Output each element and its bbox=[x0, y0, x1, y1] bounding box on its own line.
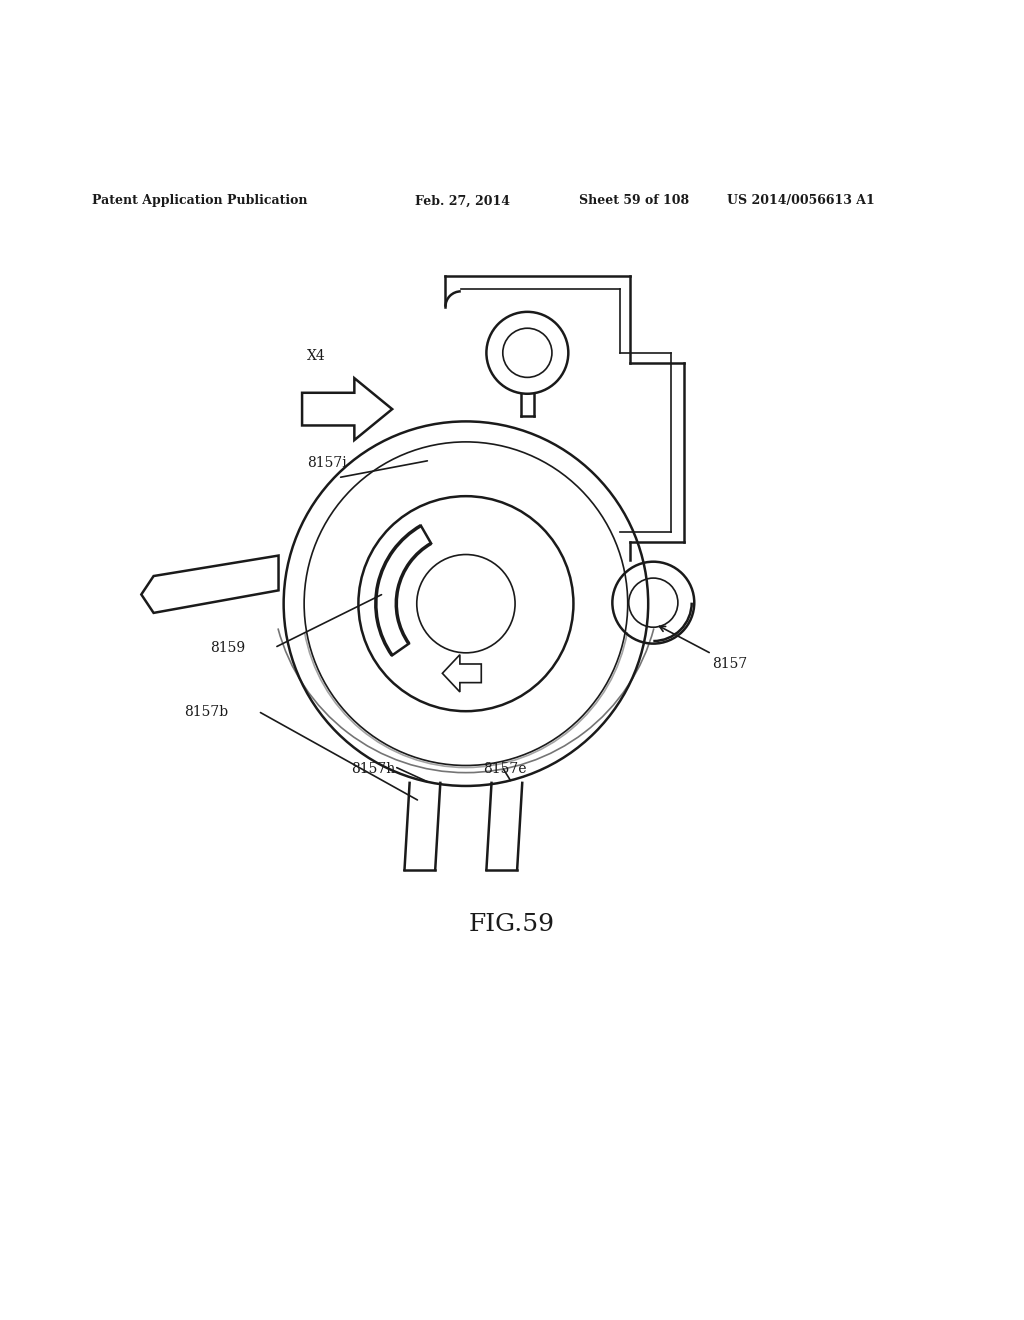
Text: Feb. 27, 2014: Feb. 27, 2014 bbox=[415, 194, 510, 207]
Text: 8157e: 8157e bbox=[483, 762, 526, 776]
Text: 8157b: 8157b bbox=[184, 705, 228, 719]
Text: 8159: 8159 bbox=[210, 640, 245, 655]
Text: X4: X4 bbox=[307, 348, 326, 363]
Text: 8157i: 8157i bbox=[307, 457, 347, 470]
Text: Sheet 59 of 108: Sheet 59 of 108 bbox=[579, 194, 689, 207]
Text: FIG.59: FIG.59 bbox=[469, 913, 555, 936]
Text: US 2014/0056613 A1: US 2014/0056613 A1 bbox=[727, 194, 874, 207]
Text: Patent Application Publication: Patent Application Publication bbox=[92, 194, 307, 207]
Text: 8157: 8157 bbox=[712, 657, 746, 671]
Text: 8157h: 8157h bbox=[351, 762, 395, 776]
